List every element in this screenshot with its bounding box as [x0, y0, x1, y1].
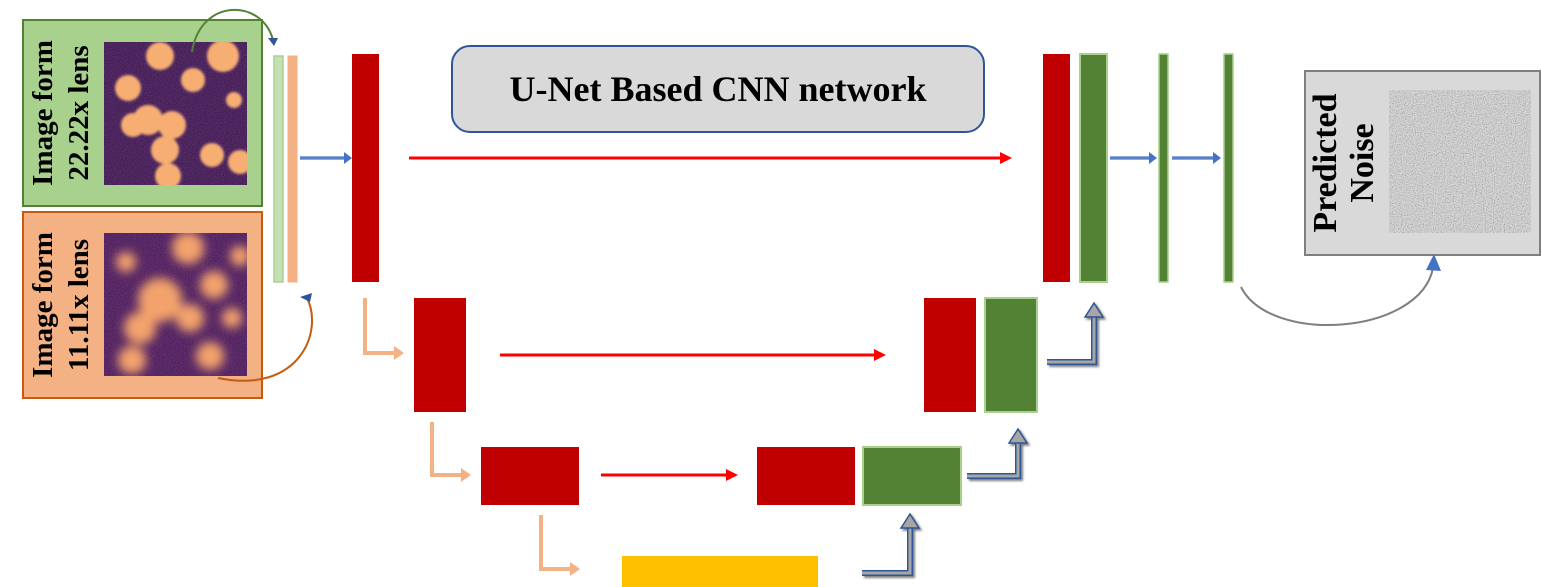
predicted-noise-image — [1389, 90, 1531, 233]
input-22x-feed-arrow — [191, 8, 274, 53]
encoder-block-2 — [414, 298, 466, 412]
microscopy-image-11x — [104, 233, 247, 376]
skip-connection-3 — [601, 469, 738, 481]
output-channel-bar-2 — [1223, 53, 1234, 283]
output-channel-bar-1 — [1158, 53, 1169, 283]
skip-connection-2 — [500, 349, 886, 361]
decoder-conv-block-1 — [1079, 53, 1108, 283]
up-arrow-level-2 — [1047, 301, 1105, 365]
up-arrow-bottleneck — [862, 512, 921, 576]
decoder-conv-block-2 — [984, 297, 1038, 413]
output-label-line2: Noise — [1344, 123, 1381, 202]
input-channel-orange — [287, 55, 298, 283]
microscopy-image-22x — [104, 42, 247, 185]
pool-arrow-1 — [363, 298, 404, 360]
decoder-concat-block-3 — [757, 447, 855, 505]
title-box: U-Net Based CNN network — [451, 45, 985, 133]
decoder-conv-block-3 — [862, 446, 962, 506]
conv-arrow-1 — [1110, 152, 1157, 164]
pool-arrow-2 — [430, 422, 471, 482]
input-11x-label-line1: Image form — [27, 232, 59, 378]
decoder-concat-block-1 — [1043, 54, 1070, 282]
input-panel-11x: Image form 11.11x lens — [22, 211, 314, 399]
output-panel: Predicted Noise — [1304, 70, 1541, 256]
output-arrow — [1240, 254, 1441, 326]
input-channel-green — [273, 55, 284, 283]
bottleneck-block — [622, 556, 818, 587]
encoder-block-1 — [352, 54, 379, 282]
input-22x-feed-arrowhead — [268, 38, 278, 46]
decoder-concat-block-2 — [924, 298, 976, 412]
input-11x-feed-arrowhead — [300, 293, 312, 302]
skip-connection-1 — [409, 152, 1012, 164]
input-panel-22x: Image form 22.22x lens — [22, 8, 278, 207]
pool-arrow-3 — [539, 515, 580, 576]
input-11x-feed-arrow — [217, 295, 314, 382]
encoder-block-3 — [481, 447, 579, 505]
input-22x-label-line2: 22.22x lens — [63, 45, 95, 180]
conv-arrow-2 — [1172, 152, 1221, 164]
diagram-title: U-Net Based CNN network — [510, 69, 927, 109]
input-to-encoder-arrow — [300, 152, 352, 164]
input-11x-label-line2: 11.11x lens — [63, 239, 95, 371]
up-arrow-level-3 — [967, 427, 1029, 479]
output-label-line1: Predicted — [1307, 93, 1344, 232]
input-22x-label-line1: Image form — [27, 40, 59, 186]
